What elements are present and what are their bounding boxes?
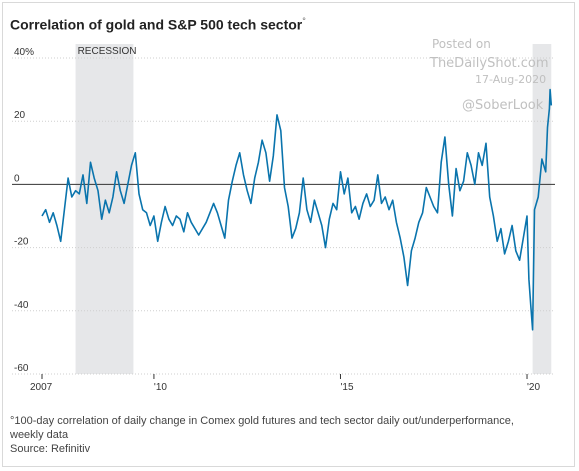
y-tick-label: 40% bbox=[14, 47, 34, 58]
footnote-source: Source: Refinitiv bbox=[10, 443, 91, 455]
chart-svg: RECESSION 40%200-20-40-60 2007'10'15'20 … bbox=[12, 37, 555, 393]
watermark-handle: @SoberLook bbox=[462, 98, 544, 113]
shaded-region-1 bbox=[532, 44, 552, 374]
chart-title: Correlation of gold and S&P 500 tech sec… bbox=[10, 16, 306, 33]
x-tick-label: '20 bbox=[527, 382, 540, 393]
y-tick-label: -40 bbox=[14, 300, 29, 311]
x-tick-label: '10 bbox=[154, 382, 167, 393]
footnote: °100-day correlation of daily change in … bbox=[10, 414, 550, 456]
shaded-region-label: RECESSION bbox=[78, 46, 137, 57]
y-tick-label: 20 bbox=[14, 110, 26, 121]
chart-frame bbox=[2, 2, 575, 467]
x-tick-label: '15 bbox=[340, 382, 353, 393]
footnote-note: °100-day correlation of daily change in … bbox=[10, 415, 514, 441]
y-tick-label: -20 bbox=[14, 237, 29, 248]
y-tick-labels: 40% 20 0 -20 -40 -60 bbox=[14, 47, 34, 374]
y-tick-label: -60 bbox=[14, 363, 29, 374]
watermark: Posted on TheDailyShot.com 17-Aug-2020 @… bbox=[429, 37, 549, 113]
watermark-site: TheDailyShot.com bbox=[429, 56, 549, 71]
correlation-series-line bbox=[41, 88, 553, 331]
watermark-posted-on: Posted on bbox=[432, 37, 491, 51]
x-tick-label: 2007 bbox=[30, 382, 53, 393]
x-tick-labels: 2007 '10 '15 '20 bbox=[12, 373, 555, 393]
watermark-date: 17-Aug-2020 bbox=[475, 73, 546, 86]
y-tick-label: 0 bbox=[14, 173, 20, 184]
